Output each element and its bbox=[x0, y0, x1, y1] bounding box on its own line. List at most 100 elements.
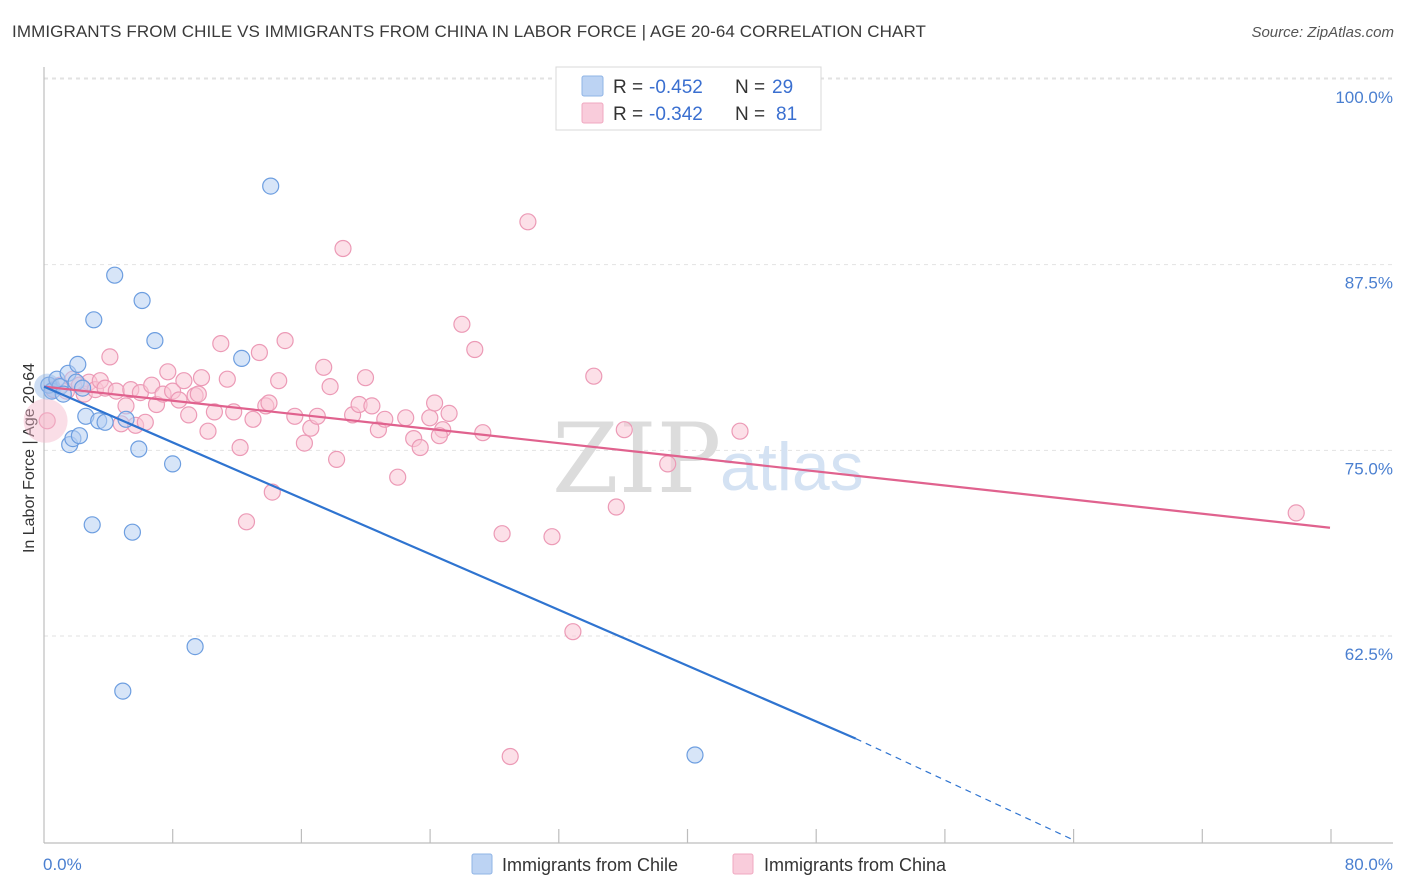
china-trend-line bbox=[43, 385, 1331, 529]
y-tick-labels: 100.0% 87.5% 75.0% 62.5% bbox=[1335, 88, 1393, 664]
legend-chile-r-label: R = bbox=[613, 77, 643, 98]
china-point bbox=[731, 422, 749, 440]
china-point bbox=[440, 404, 458, 422]
y-tick-label: 87.5% bbox=[1345, 274, 1393, 293]
y-tick-label: 100.0% bbox=[1335, 88, 1393, 107]
china-point bbox=[159, 363, 177, 381]
y-tick-label: 75.0% bbox=[1345, 459, 1393, 478]
chile-point bbox=[186, 637, 204, 656]
chile-point bbox=[164, 455, 182, 473]
chile-point bbox=[73, 379, 92, 397]
chile-point bbox=[146, 332, 164, 350]
chile-point bbox=[85, 311, 103, 329]
china-point bbox=[615, 421, 633, 439]
chile-point bbox=[686, 746, 704, 764]
china-point bbox=[356, 369, 375, 387]
china-point bbox=[519, 213, 537, 231]
bottom-legend-china: Immigrants from China bbox=[764, 855, 947, 875]
chile-point bbox=[233, 349, 251, 367]
china-point bbox=[363, 397, 381, 415]
series-legend: Immigrants from Chile Immigrants from Ch… bbox=[471, 853, 947, 875]
chart-title: IMMIGRANTS FROM CHILE VS IMMIGRANTS FROM… bbox=[12, 22, 927, 41]
china-point bbox=[250, 343, 268, 362]
china-point bbox=[218, 370, 236, 388]
china-point bbox=[397, 409, 415, 427]
y-axis-label: In Labor Force | Age 20-64 bbox=[21, 363, 38, 553]
china-point bbox=[411, 438, 429, 457]
china-point bbox=[466, 340, 484, 359]
china-point bbox=[295, 434, 313, 452]
x-tick-max: 80.0% bbox=[1345, 855, 1393, 874]
correlation-legend: R = -0.452 N = 29 R = -0.342 N = 81 bbox=[555, 66, 822, 131]
china-point bbox=[199, 422, 217, 440]
china-point bbox=[180, 406, 198, 424]
china-point bbox=[192, 369, 211, 387]
china-point bbox=[260, 394, 278, 412]
china-point bbox=[270, 372, 288, 390]
chile-point bbox=[130, 440, 148, 458]
legend-china-r-value: -0.342 bbox=[649, 104, 703, 125]
china-point bbox=[189, 385, 207, 403]
chile-point bbox=[83, 516, 101, 534]
y-tick-label: 62.5% bbox=[1345, 645, 1393, 664]
china-point bbox=[543, 528, 561, 546]
bottom-legend-swatch-chile bbox=[471, 853, 493, 875]
china-point bbox=[107, 382, 125, 400]
china-point bbox=[328, 450, 346, 468]
axes bbox=[43, 67, 1393, 844]
legend-swatch-chile bbox=[581, 75, 604, 97]
china-point bbox=[564, 623, 582, 641]
legend-china-r-label: R = bbox=[613, 104, 643, 125]
china-point bbox=[276, 332, 294, 350]
legend-china-n-label: N = bbox=[735, 104, 765, 125]
watermark-zip: ZIP bbox=[552, 403, 721, 515]
china-point bbox=[321, 378, 339, 396]
chile-point bbox=[262, 177, 280, 195]
chile-point bbox=[69, 355, 87, 373]
china-point bbox=[101, 348, 119, 366]
china-point bbox=[237, 513, 256, 531]
china-point bbox=[426, 394, 444, 412]
china-point bbox=[286, 407, 304, 425]
chile-point bbox=[70, 427, 89, 445]
china-point bbox=[175, 372, 193, 390]
chile-point bbox=[106, 266, 124, 284]
chile-point bbox=[114, 682, 132, 700]
china-point bbox=[474, 424, 492, 442]
chile-trend-extension bbox=[855, 738, 1074, 841]
trend-lines bbox=[43, 385, 1331, 841]
legend-chile-n-label: N = bbox=[735, 77, 765, 98]
china-point bbox=[501, 747, 519, 766]
china-point bbox=[143, 376, 161, 394]
chile-point bbox=[133, 291, 151, 310]
china-point bbox=[493, 525, 511, 543]
x-tick-min: 0.0% bbox=[43, 855, 82, 874]
china-point bbox=[607, 498, 625, 516]
china-point bbox=[334, 239, 352, 258]
china-point bbox=[38, 412, 56, 430]
china-cluster bbox=[23, 398, 68, 443]
china-point bbox=[205, 403, 223, 421]
chile-trend-line bbox=[43, 385, 857, 740]
chile-point bbox=[123, 523, 141, 541]
china-point bbox=[389, 468, 407, 486]
china-point bbox=[585, 367, 603, 385]
china-point bbox=[453, 315, 471, 333]
china-point bbox=[1287, 504, 1305, 522]
legend-china-n-value: 81 bbox=[776, 104, 797, 125]
china-point bbox=[231, 438, 249, 457]
source-label: Source: ZipAtlas.com bbox=[1251, 24, 1394, 41]
china-point bbox=[212, 335, 230, 353]
china-point bbox=[421, 409, 439, 427]
china-point bbox=[659, 455, 677, 473]
legend-chile-r-value: -0.452 bbox=[649, 77, 703, 98]
bottom-legend-chile: Immigrants from Chile bbox=[502, 855, 678, 875]
watermark-atlas: atlas bbox=[720, 429, 864, 505]
watermark: ZIP atlas bbox=[552, 403, 864, 515]
legend-swatch-china bbox=[581, 102, 604, 124]
china-point bbox=[244, 410, 262, 428]
china-point bbox=[430, 427, 448, 445]
china-point bbox=[315, 358, 333, 376]
legend-chile-n-value: 29 bbox=[772, 77, 793, 98]
